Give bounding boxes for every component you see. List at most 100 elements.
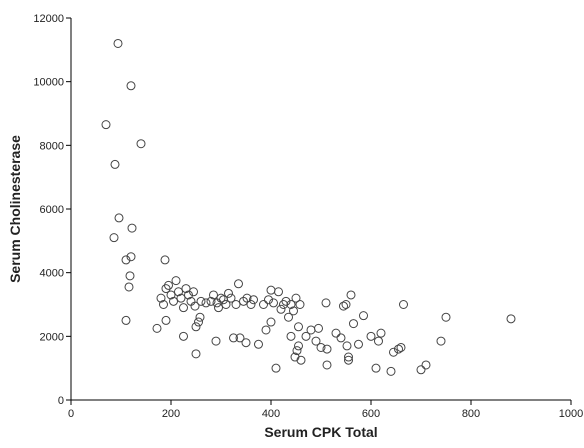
point — [209, 290, 218, 300]
y-tick-label: 6000 — [40, 204, 64, 216]
point — [221, 300, 231, 309]
point — [436, 336, 446, 346]
point — [201, 298, 211, 308]
point — [266, 317, 276, 327]
point — [506, 314, 516, 324]
point — [246, 300, 256, 309]
point — [291, 293, 301, 303]
point — [254, 339, 263, 349]
point — [113, 38, 123, 48]
point — [286, 331, 296, 341]
point — [359, 311, 368, 321]
point — [284, 312, 293, 322]
point — [289, 306, 298, 316]
point — [266, 285, 276, 295]
y-tick-label: 0 — [58, 395, 64, 407]
point — [179, 331, 188, 341]
point — [181, 284, 191, 294]
point — [396, 342, 406, 352]
point — [110, 159, 120, 169]
point — [261, 325, 271, 335]
y-tick-label: 12000 — [33, 13, 64, 25]
x-tick-label: 1000 — [559, 408, 583, 420]
point — [191, 349, 201, 359]
point — [234, 279, 243, 289]
point — [259, 300, 268, 309]
point — [295, 300, 305, 309]
point — [296, 355, 306, 365]
point — [344, 352, 353, 362]
point — [124, 282, 134, 292]
point — [121, 315, 131, 325]
point — [301, 331, 311, 341]
point — [101, 120, 111, 130]
point — [126, 81, 136, 91]
point — [371, 363, 381, 373]
point — [196, 296, 206, 306]
point — [322, 360, 332, 370]
point — [316, 342, 326, 352]
point — [206, 296, 216, 306]
y-tick-label: 8000 — [40, 140, 64, 152]
x-tick-label: 0 — [68, 408, 74, 420]
point — [322, 344, 332, 354]
point — [176, 293, 186, 303]
point — [354, 339, 363, 349]
point — [114, 213, 124, 223]
point — [216, 293, 226, 303]
point — [306, 325, 316, 335]
point — [121, 255, 131, 265]
point — [416, 365, 426, 375]
point — [346, 290, 356, 300]
point — [386, 366, 396, 376]
point — [214, 303, 223, 313]
point — [161, 315, 171, 325]
point — [160, 255, 170, 265]
point — [376, 328, 386, 338]
point — [394, 344, 403, 354]
x-tick-label: 800 — [462, 408, 480, 420]
point — [281, 296, 291, 306]
point — [336, 333, 346, 343]
point — [194, 317, 203, 327]
point — [161, 284, 171, 294]
point — [421, 360, 431, 370]
point — [191, 322, 201, 332]
point — [292, 346, 302, 356]
point — [231, 300, 241, 309]
point — [276, 304, 286, 314]
point — [249, 295, 258, 305]
y-axis-title: Serum Cholinesterase — [7, 135, 23, 283]
point — [241, 338, 251, 348]
point — [171, 276, 181, 286]
point — [342, 341, 352, 351]
point — [190, 301, 200, 311]
point — [294, 322, 303, 332]
point — [311, 336, 321, 346]
point — [229, 333, 238, 343]
x-tick-label: 400 — [262, 408, 280, 420]
point — [366, 331, 376, 341]
point — [264, 295, 273, 305]
y-tick-label: 2000 — [40, 331, 64, 343]
point — [169, 296, 178, 306]
point — [441, 312, 451, 322]
point — [341, 300, 351, 309]
x-tick-label: 600 — [362, 408, 380, 420]
point — [224, 288, 233, 298]
point — [195, 312, 205, 322]
point — [189, 287, 198, 297]
point — [374, 336, 383, 346]
point — [399, 300, 408, 309]
point — [235, 333, 245, 343]
point — [344, 355, 353, 365]
point — [211, 336, 221, 346]
point — [274, 287, 283, 297]
point — [184, 290, 193, 300]
point — [331, 328, 341, 338]
point — [109, 233, 119, 243]
point — [349, 319, 358, 329]
y-tick-label: 10000 — [33, 77, 64, 89]
point — [125, 271, 135, 281]
